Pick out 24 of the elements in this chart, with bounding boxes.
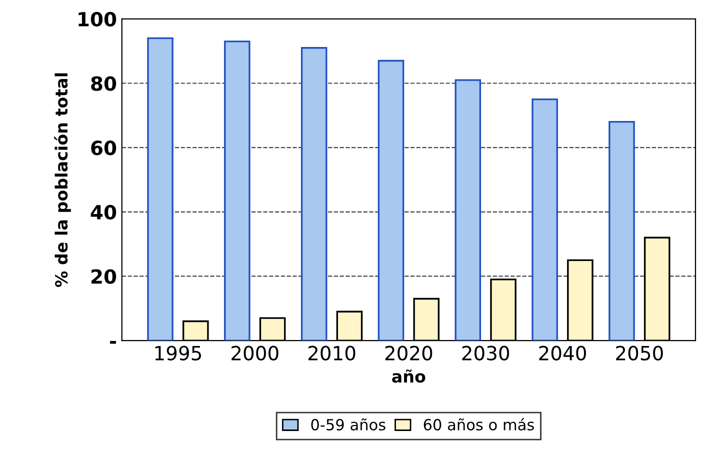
legend-label: 60 años o más xyxy=(424,418,534,430)
legend-label: 0-59 años xyxy=(311,418,386,430)
x-tick-label: 2040 xyxy=(539,346,586,360)
x-tick-label: 2000 xyxy=(232,346,278,360)
y-tick-label: 20 xyxy=(92,269,116,284)
bar xyxy=(532,98,558,341)
y-axis-title: % de la población total xyxy=(54,73,71,288)
bar xyxy=(608,121,635,341)
x-axis-title: año xyxy=(392,369,426,383)
bar xyxy=(300,47,328,341)
x-tick-label: 1995 xyxy=(155,346,201,360)
x-tick-label: 2030 xyxy=(462,346,510,360)
x-tick-label: 2020 xyxy=(385,346,432,360)
y-tick-label: 60 xyxy=(91,140,116,156)
y-tick-label: 80 xyxy=(91,76,116,91)
y-tick-label: - xyxy=(110,340,116,344)
bar xyxy=(147,37,174,341)
bar xyxy=(378,60,404,341)
x-tick-label: 2010 xyxy=(308,346,356,360)
bar xyxy=(224,40,250,341)
y-tick-label: 40 xyxy=(90,204,116,220)
y-tick-label: 100 xyxy=(78,12,116,27)
x-tick-label: 2050 xyxy=(616,346,663,360)
bar xyxy=(454,79,482,341)
